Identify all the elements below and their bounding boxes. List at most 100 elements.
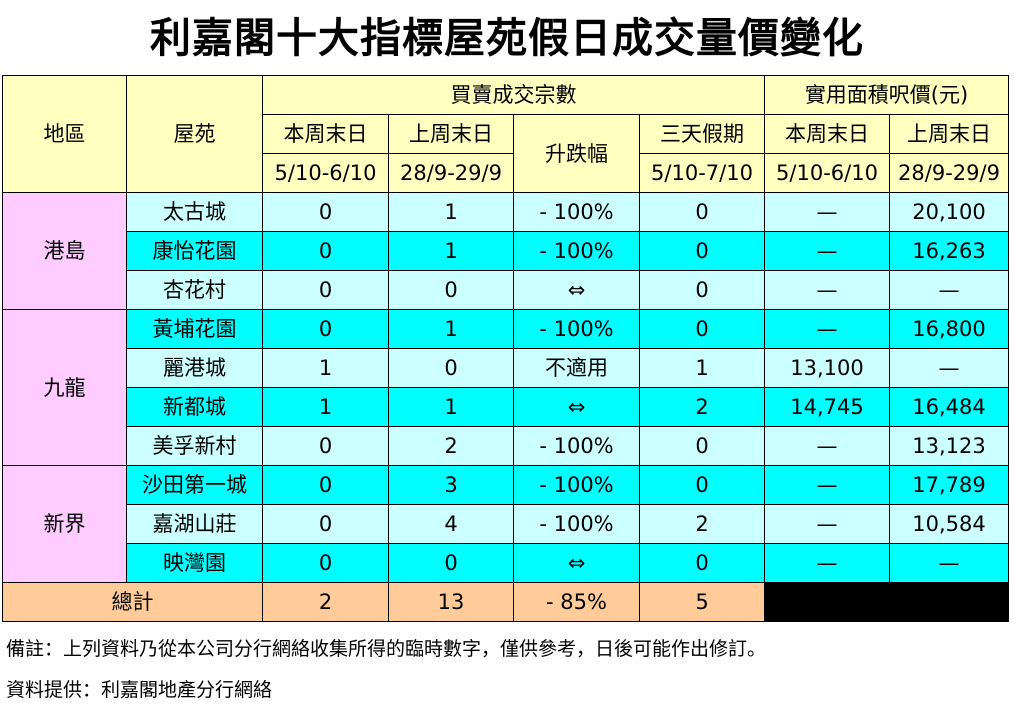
header-this-weekend: 本周末日 bbox=[262, 114, 389, 154]
cell-change: - 100% bbox=[513, 309, 640, 349]
table-row: 新界 沙田第一城 0 3- 100% 0—17,789 bbox=[2, 465, 1010, 583]
cell-holiday: 2 bbox=[639, 387, 765, 427]
cell-holiday: 0 bbox=[639, 309, 765, 349]
cell-holiday: 0 bbox=[639, 192, 765, 232]
region-cell: 港島 bbox=[2, 192, 127, 310]
cell-estate: 杏花村 bbox=[126, 270, 263, 310]
cell-this-weekend: 1 bbox=[262, 348, 389, 388]
header-price-last: 上周末日 bbox=[888, 114, 1010, 154]
cell-holiday: 0 bbox=[639, 465, 765, 505]
cell-estate: 映灣園 bbox=[126, 543, 263, 583]
cell-holiday: 0 bbox=[639, 543, 765, 583]
cell-price-last: 16,263 bbox=[888, 231, 1010, 271]
cell-price-last: 16,800 bbox=[888, 309, 1010, 349]
cell-last-weekend: 1 bbox=[388, 309, 514, 349]
source-note: 資料提供：利嘉閣地產分行網絡 bbox=[6, 679, 273, 701]
cell-last-weekend: 0 bbox=[388, 348, 514, 388]
table-row: 麗港城 1 0 不適用 1 13,100— bbox=[3, 348, 1010, 388]
total-holiday: 5 bbox=[639, 582, 765, 622]
table-row: 新都城 1 1 ⇔ 2 14,745 16,484 bbox=[3, 387, 1010, 427]
cell-price-this: — bbox=[764, 231, 890, 271]
header-change: 升跌幅 bbox=[513, 114, 640, 193]
table-row: 美孚新村 0 2- 100% 0—13,123 bbox=[3, 426, 1010, 466]
cell-estate: 嘉湖山莊 bbox=[126, 504, 263, 544]
cell-last-weekend: 4 bbox=[388, 504, 514, 544]
header-holiday-dates: 5/10-7/10 bbox=[639, 153, 765, 193]
cell-this-weekend: 0 bbox=[262, 309, 389, 349]
cell-price-last: 10,584 bbox=[888, 504, 1010, 544]
total-last: 13 bbox=[388, 582, 514, 622]
cell-last-weekend: 1 bbox=[388, 192, 514, 232]
cell-change: - 100% bbox=[513, 465, 640, 505]
cell-change: - 100% bbox=[513, 504, 640, 544]
cell-estate: 康怡花園 bbox=[126, 231, 263, 271]
cell-price-this: — bbox=[764, 465, 890, 505]
header-price-last-dates: 28/9-29/9 bbox=[888, 153, 1010, 193]
cell-price-this: — bbox=[764, 504, 890, 544]
cell-holiday: 0 bbox=[639, 270, 765, 310]
cell-change: ⇔ bbox=[513, 270, 640, 310]
cell-this-weekend: 0 bbox=[262, 192, 389, 232]
table-row: 嘉湖山莊 0 4- 100% 2—10,584 bbox=[3, 504, 1010, 544]
table-row: 杏花村 0 0 ⇔ 0— — bbox=[3, 270, 1010, 310]
cell-holiday: 2 bbox=[639, 504, 765, 544]
cell-holiday: 1 bbox=[639, 348, 765, 388]
cell-price-this: — bbox=[764, 426, 890, 466]
remark-note: 備註：上列資料乃從本公司分行網絡收集所得的臨時數字，僅供參考，日後可能作出修訂。 bbox=[6, 638, 767, 660]
cell-estate: 新都城 bbox=[126, 387, 263, 427]
table-row: 康怡花園 0 1- 100% 0—16,263 bbox=[3, 231, 1010, 271]
page-title: 利嘉閣十大指標屋苑假日成交量價變化 bbox=[150, 14, 864, 62]
header-price-group: 實用面積呎價(元) bbox=[763, 75, 1010, 115]
cell-price-last: — bbox=[888, 543, 1010, 583]
table-row: 九龍 黃埔花園 0 1- 100% 0—16,800 bbox=[2, 309, 1010, 466]
cell-change: - 100% bbox=[513, 426, 640, 466]
cell-this-weekend: 0 bbox=[262, 504, 389, 544]
header-price-this-dates: 5/10-6/10 bbox=[764, 153, 890, 193]
cell-last-weekend: 0 bbox=[388, 270, 514, 310]
cell-estate: 麗港城 bbox=[126, 348, 263, 388]
total-row: 總計 2 13- 85% 5 bbox=[2, 582, 1010, 622]
cell-change: - 100% bbox=[513, 192, 640, 232]
cell-change: 不適用 bbox=[513, 348, 640, 388]
header-transactions-group: 買賣成交宗數 bbox=[262, 75, 765, 115]
cell-price-this: 13,100 bbox=[764, 348, 890, 388]
cell-this-weekend: 0 bbox=[262, 543, 389, 583]
header-price-this: 本周末日 bbox=[764, 114, 890, 154]
cell-last-weekend: 1 bbox=[388, 387, 514, 427]
cell-price-this: — bbox=[764, 543, 890, 583]
header-estate: 屋苑 bbox=[126, 75, 263, 193]
cell-price-last: 17,789 bbox=[888, 465, 1010, 505]
cell-estate: 沙田第一城 bbox=[126, 465, 263, 505]
cell-this-weekend: 1 bbox=[262, 387, 389, 427]
transaction-table: 地區 屋苑 買賣成交宗數 實用面積呎價(元) 本周末日 上周末日 升跌幅 三天假… bbox=[2, 75, 1010, 622]
header-holiday: 三天假期 bbox=[639, 114, 765, 154]
cell-this-weekend: 0 bbox=[262, 231, 389, 271]
cell-change: - 100% bbox=[513, 231, 640, 271]
cell-price-last: — bbox=[888, 348, 1010, 388]
cell-price-this: — bbox=[764, 309, 890, 349]
total-label: 總計 bbox=[2, 582, 263, 622]
cell-last-weekend: 2 bbox=[388, 426, 514, 466]
cell-price-last: 20,100 bbox=[888, 192, 1010, 232]
cell-price-last: 13,123 bbox=[888, 426, 1010, 466]
cell-price-this: 14,745 bbox=[764, 387, 890, 427]
cell-holiday: 0 bbox=[639, 231, 765, 271]
total-price-blank bbox=[763, 582, 1010, 622]
total-this: 2 bbox=[262, 582, 389, 622]
header-this-weekend-dates: 5/10-6/10 bbox=[262, 153, 389, 193]
region-cell: 九龍 bbox=[2, 309, 127, 466]
cell-change: ⇔ bbox=[513, 387, 640, 427]
cell-this-weekend: 0 bbox=[262, 465, 389, 505]
cell-last-weekend: 3 bbox=[388, 465, 514, 505]
cell-this-weekend: 0 bbox=[262, 270, 389, 310]
cell-change: ⇔ bbox=[513, 543, 640, 583]
cell-this-weekend: 0 bbox=[262, 426, 389, 466]
cell-holiday: 0 bbox=[639, 426, 765, 466]
table-row: 港島 太古城 0 1- 100% 0—20,100 bbox=[2, 192, 1010, 310]
cell-last-weekend: 1 bbox=[388, 231, 514, 271]
total-change: - 85% bbox=[513, 582, 640, 622]
cell-estate: 美孚新村 bbox=[126, 426, 263, 466]
cell-price-this: — bbox=[764, 192, 890, 232]
cell-price-last: — bbox=[888, 270, 1010, 310]
cell-estate: 太古城 bbox=[126, 192, 263, 232]
